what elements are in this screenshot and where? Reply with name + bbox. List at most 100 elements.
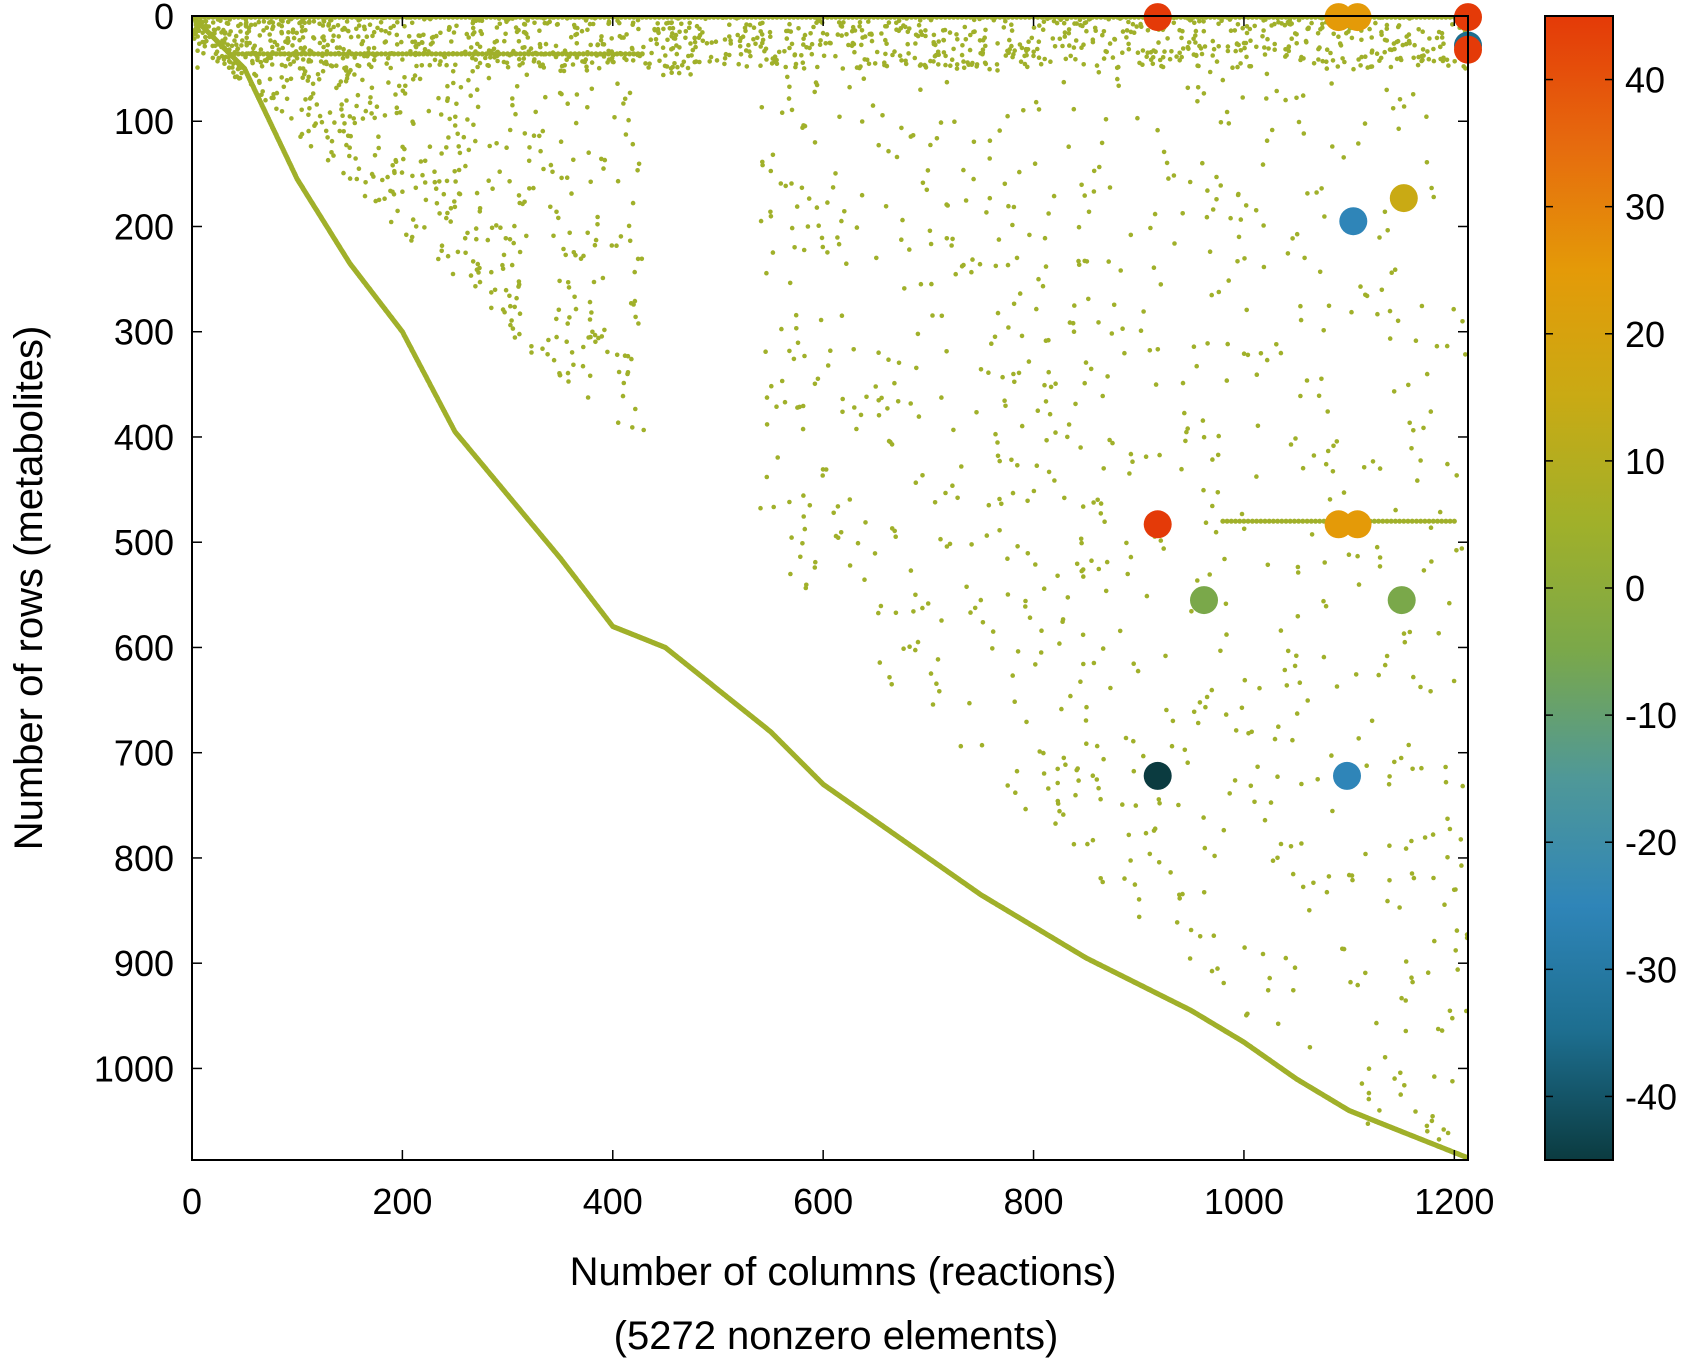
- scatter-point: [825, 363, 831, 368]
- scatter-point: [297, 37, 302, 43]
- scatter-point: [1024, 52, 1029, 58]
- scatter-point: [1046, 786, 1051, 791]
- scatter-point: [347, 176, 353, 181]
- scatter-point: [1158, 282, 1164, 287]
- scatter-point: [1429, 1118, 1435, 1124]
- scatter-point: [700, 38, 706, 44]
- scatter-point: [1012, 699, 1017, 704]
- scatter-point: [1292, 965, 1298, 970]
- y-tick-label: 700: [114, 733, 174, 774]
- scatter-point: [609, 36, 614, 41]
- scatter-point: [229, 43, 235, 49]
- scatter-point: [360, 116, 366, 121]
- scatter-point: [833, 53, 838, 59]
- scatter-point: [873, 384, 878, 389]
- scatter-point: [928, 17, 934, 23]
- scatter-point: [1431, 46, 1436, 52]
- scatter-point: [1098, 511, 1104, 516]
- scatter-point: [1180, 211, 1185, 216]
- scatter-point: [323, 59, 329, 65]
- scatter-point: [274, 106, 279, 112]
- scatter-point: [971, 176, 976, 182]
- scatter-point: [1211, 46, 1217, 52]
- scatter-point: [944, 544, 950, 549]
- scatter-point: [321, 19, 327, 24]
- scatter-point: [446, 27, 452, 32]
- scatter-point: [1009, 22, 1014, 28]
- scatter-point: [263, 97, 268, 103]
- row-point: [479, 51, 485, 57]
- scatter-point: [632, 269, 637, 275]
- scatter-point: [801, 493, 806, 498]
- scatter-point: [884, 63, 890, 69]
- scatter-point: [1169, 49, 1174, 54]
- scatter-point: [1445, 1130, 1451, 1136]
- scatter-point: [855, 540, 861, 546]
- scatter-point: [232, 74, 238, 80]
- scatter-point: [969, 542, 974, 547]
- scatter-point: [269, 62, 275, 67]
- scatter-point: [938, 120, 944, 125]
- scatter-point: [557, 372, 563, 378]
- scatter-point: [685, 65, 691, 71]
- scatter-point: [1078, 536, 1084, 542]
- scatter-point: [366, 50, 371, 55]
- scatter-point: [1363, 851, 1368, 857]
- scatter-point: [1203, 520, 1209, 525]
- scatter-point: [502, 38, 507, 44]
- scatter-point: [1445, 855, 1450, 860]
- scatter-point: [422, 158, 428, 164]
- scatter-point: [1324, 47, 1330, 52]
- scatter-point: [1024, 719, 1029, 725]
- scatter-point: [1199, 51, 1205, 57]
- scatter-point: [1226, 278, 1231, 283]
- scatter-point: [256, 19, 262, 25]
- scatter-point: [1278, 841, 1284, 847]
- scatter-point: [571, 157, 576, 163]
- scatter-point: [605, 349, 610, 355]
- scatter-point: [1046, 211, 1051, 216]
- scatter-point: [661, 26, 666, 32]
- scatter-point: [447, 116, 453, 122]
- scatter-point: [1182, 410, 1187, 416]
- scatter-point: [331, 24, 337, 30]
- scatter-point: [554, 334, 559, 340]
- scatter-point: [1245, 352, 1251, 358]
- scatter-point: [233, 33, 239, 39]
- scatter-point: [569, 191, 574, 196]
- scatter-point: [1193, 52, 1199, 58]
- scatter-point: [1441, 41, 1446, 46]
- scatter-point: [1288, 844, 1294, 849]
- scatter-point: [1083, 360, 1089, 365]
- scatter-point: [641, 427, 646, 433]
- scatter-point: [1224, 632, 1229, 637]
- scatter-point: [585, 230, 590, 236]
- scatter-point: [1288, 442, 1294, 447]
- scatter-point: [1075, 766, 1080, 771]
- scatter-point: [852, 28, 858, 33]
- scatter-point: [1458, 837, 1464, 842]
- scatter-point: [1351, 66, 1356, 72]
- scatter-point: [225, 21, 231, 27]
- scatter-point: [437, 211, 442, 216]
- scatter-point: [1425, 970, 1431, 975]
- scatter-point: [1264, 357, 1270, 363]
- scatter-point: [261, 28, 266, 33]
- scatter-point: [317, 40, 323, 46]
- scatter-point: [1191, 344, 1197, 350]
- scatter-point: [903, 24, 908, 30]
- scatter-point: [1322, 214, 1327, 219]
- scatter-point: [911, 609, 916, 614]
- scatter-point: [345, 54, 350, 59]
- scatter-point: [991, 17, 997, 23]
- scatter-point: [1244, 30, 1250, 36]
- scatter-point: [316, 77, 322, 82]
- scatter-point: [1068, 693, 1073, 699]
- scatter-point: [1001, 25, 1007, 30]
- scatter-point: [1177, 50, 1182, 56]
- scatter-point: [1081, 42, 1086, 47]
- row-point: [580, 51, 586, 57]
- scatter-point: [828, 348, 833, 354]
- scatter-point: [261, 19, 267, 24]
- scatter-point: [329, 138, 335, 144]
